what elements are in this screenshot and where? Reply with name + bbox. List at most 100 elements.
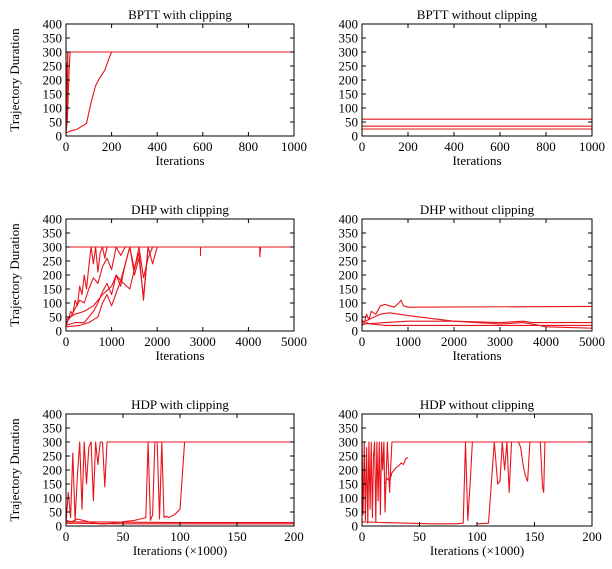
series-line-5: [517, 441, 592, 493]
series-line-1: [361, 441, 592, 524]
x-tick-label: 4000: [533, 334, 559, 349]
x-axis-label: Iterations: [155, 348, 204, 363]
chart-title: HDP with clipping: [131, 397, 229, 412]
x-tick-label: 600: [193, 139, 213, 154]
series-line-2: [65, 246, 294, 323]
y-tick-label: 350: [43, 421, 63, 436]
x-tick-label: 5000: [281, 334, 307, 349]
y-tick-label: 100: [339, 101, 359, 116]
y-tick-label: 250: [43, 449, 63, 464]
y-tick-label: 300: [339, 45, 359, 60]
y-tick-label: 0: [56, 129, 63, 144]
y-tick-label: 0: [56, 324, 63, 339]
y-tick-label: 150: [339, 282, 359, 297]
series-line-2: [65, 51, 294, 131]
x-tick-label: 400: [444, 139, 464, 154]
y-tick-label: 150: [43, 477, 63, 492]
x-tick-label: 200: [398, 139, 418, 154]
series-line-1: [65, 246, 294, 326]
x-tick-label: 150: [227, 529, 247, 544]
chart-title: BPTT with clipping: [128, 7, 232, 22]
series-line-1: [65, 51, 294, 134]
x-tick-label: 2000: [144, 334, 170, 349]
y-tick-label: 250: [339, 254, 359, 269]
y-tick-label: 200: [339, 463, 359, 478]
y-tick-label: 150: [339, 87, 359, 102]
x-tick-label: 0: [63, 529, 70, 544]
x-tick-label: 200: [102, 139, 122, 154]
x-tick-label: 1000: [281, 139, 307, 154]
y-axis-label: Trajectory Duration: [7, 223, 22, 327]
x-tick-label: 150: [525, 529, 545, 544]
x-tick-label: 1000: [99, 334, 125, 349]
series-line-4: [65, 246, 294, 326]
y-tick-label: 0: [352, 324, 359, 339]
y-tick-label: 400: [43, 212, 63, 227]
series-line-4: [476, 441, 592, 525]
series-line-1: [361, 299, 593, 324]
y-tick-label: 50: [49, 115, 62, 130]
y-tick-label: 300: [43, 240, 63, 255]
series-line-7: [66, 246, 294, 258]
x-tick-label: 800: [239, 139, 259, 154]
x-tick-label: 0: [359, 139, 366, 154]
y-tick-label: 250: [43, 254, 63, 269]
y-tick-label: 100: [43, 491, 63, 506]
chart-title: BPTT without clipping: [417, 7, 538, 22]
y-tick-label: 200: [43, 463, 63, 478]
y-tick-label: 0: [352, 519, 359, 534]
x-axis-label: Iterations: [155, 153, 204, 168]
x-axis-label: Iterations (×1000): [133, 543, 227, 558]
y-tick-label: 400: [43, 17, 63, 32]
x-tick-label: 200: [582, 529, 602, 544]
y-tick-label: 0: [56, 519, 63, 534]
x-tick-label: 100: [170, 529, 190, 544]
y-axis-label: Trajectory Duration: [7, 418, 22, 522]
x-tick-label: 0: [359, 529, 366, 544]
series-line-2: [384, 456, 409, 485]
y-tick-label: 250: [339, 449, 359, 464]
x-tick-label: 3000: [487, 334, 513, 349]
y-tick-label: 100: [339, 296, 359, 311]
y-tick-label: 100: [43, 296, 63, 311]
y-tick-label: 400: [43, 407, 63, 422]
x-tick-label: 2000: [441, 334, 467, 349]
x-tick-label: 0: [63, 334, 70, 349]
x-tick-label: 50: [117, 529, 130, 544]
x-tick-label: 0: [359, 334, 366, 349]
y-axis-label: Trajectory Duration: [7, 28, 22, 132]
chart-title: DHP without clipping: [420, 202, 535, 217]
x-axis-label: Iterations: [452, 153, 501, 168]
chart-title: HDP without clipping: [420, 397, 535, 412]
x-tick-label: 600: [490, 139, 510, 154]
y-tick-label: 300: [43, 45, 63, 60]
y-tick-label: 200: [43, 73, 63, 88]
x-axis-label: Iterations (×1000): [430, 543, 524, 558]
y-tick-label: 200: [339, 73, 359, 88]
y-tick-label: 350: [43, 31, 63, 46]
y-tick-label: 400: [339, 407, 359, 422]
y-tick-label: 150: [43, 87, 63, 102]
x-axis-label: Iterations: [452, 348, 501, 363]
y-tick-label: 200: [43, 268, 63, 283]
x-tick-label: 5000: [579, 334, 605, 349]
x-tick-label: 400: [147, 139, 167, 154]
y-tick-label: 50: [345, 115, 358, 130]
y-tick-label: 350: [339, 421, 359, 436]
series-line-3: [361, 441, 592, 525]
x-tick-label: 800: [536, 139, 556, 154]
y-tick-label: 350: [43, 226, 63, 241]
y-tick-label: 50: [49, 310, 62, 325]
y-tick-label: 300: [339, 435, 359, 450]
x-tick-label: 50: [413, 529, 426, 544]
y-tick-label: 250: [339, 59, 359, 74]
series-line-2: [361, 312, 593, 329]
plot-frame: [361, 413, 593, 527]
